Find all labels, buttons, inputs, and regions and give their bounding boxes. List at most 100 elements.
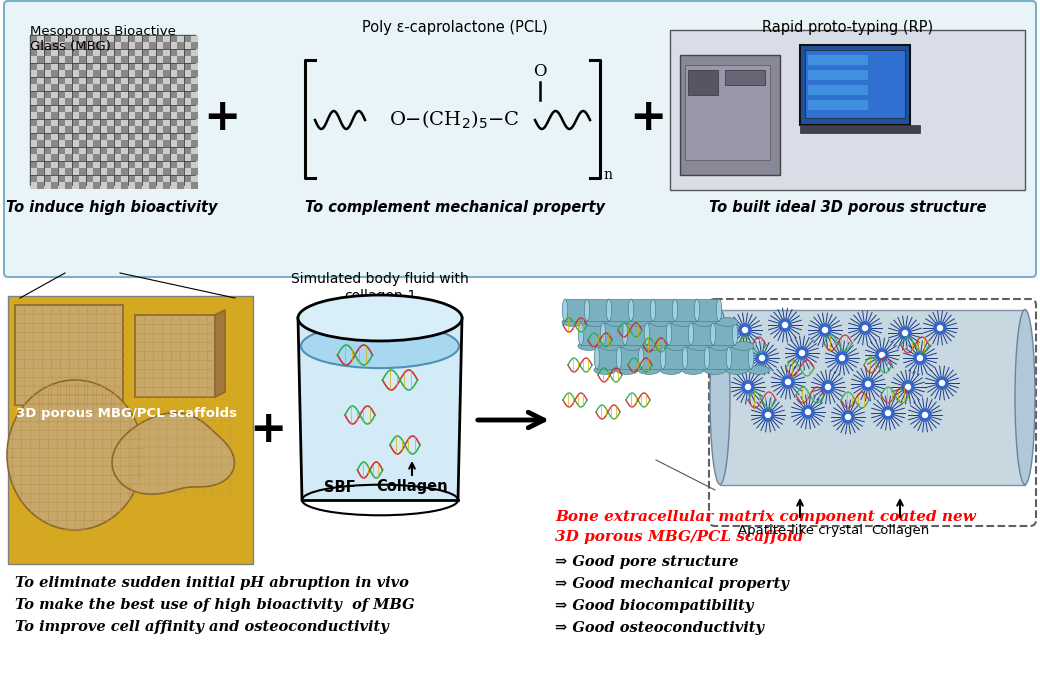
- Bar: [653, 299, 675, 321]
- Bar: [808, 85, 868, 95]
- Text: 3D porous MBG/PCL scaffolds: 3D porous MBG/PCL scaffolds: [16, 407, 237, 420]
- Bar: [184, 119, 191, 126]
- Bar: [86, 140, 93, 147]
- Bar: [64, 147, 72, 154]
- Bar: [30, 84, 37, 91]
- Bar: [128, 35, 135, 42]
- Circle shape: [823, 327, 828, 333]
- Bar: [30, 42, 37, 49]
- Bar: [107, 182, 114, 189]
- Bar: [86, 98, 93, 105]
- Bar: [128, 49, 135, 56]
- Bar: [30, 105, 37, 112]
- Bar: [128, 161, 135, 168]
- Bar: [64, 168, 72, 175]
- Bar: [51, 49, 58, 56]
- Bar: [72, 105, 79, 112]
- Bar: [100, 140, 107, 147]
- Bar: [156, 49, 163, 56]
- Bar: [163, 175, 170, 182]
- Bar: [51, 56, 58, 63]
- Bar: [51, 147, 58, 154]
- Bar: [100, 168, 107, 175]
- Bar: [79, 182, 86, 189]
- Circle shape: [765, 412, 771, 418]
- Text: ⇒ Good osteoconductivity: ⇒ Good osteoconductivity: [555, 621, 764, 635]
- Bar: [58, 161, 64, 168]
- Bar: [625, 323, 647, 345]
- Circle shape: [906, 385, 910, 389]
- Bar: [72, 147, 79, 154]
- Text: ⇒ Good mechanical property: ⇒ Good mechanical property: [555, 577, 789, 591]
- Circle shape: [836, 352, 848, 364]
- Bar: [725, 70, 765, 85]
- Ellipse shape: [732, 323, 737, 345]
- Bar: [58, 175, 64, 182]
- Bar: [107, 133, 114, 140]
- Text: ⇒ Good biocompatibility: ⇒ Good biocompatibility: [555, 599, 753, 613]
- Ellipse shape: [644, 341, 666, 350]
- Bar: [107, 161, 114, 168]
- Circle shape: [802, 406, 814, 418]
- Bar: [107, 91, 114, 98]
- Bar: [184, 91, 191, 98]
- Text: O: O: [534, 64, 547, 80]
- Ellipse shape: [616, 366, 638, 375]
- Bar: [72, 42, 79, 49]
- Bar: [64, 119, 72, 126]
- Bar: [135, 42, 142, 49]
- Circle shape: [917, 356, 922, 360]
- Bar: [72, 70, 79, 77]
- Text: Poly ε-caprolactone (PCL): Poly ε-caprolactone (PCL): [362, 20, 548, 35]
- Bar: [114, 63, 121, 70]
- Bar: [44, 126, 51, 133]
- Bar: [44, 182, 51, 189]
- Circle shape: [759, 356, 764, 360]
- Bar: [177, 154, 184, 161]
- Circle shape: [742, 381, 754, 393]
- Bar: [707, 347, 729, 369]
- Bar: [44, 35, 51, 42]
- Bar: [184, 161, 191, 168]
- Bar: [720, 310, 1025, 485]
- Bar: [142, 147, 149, 154]
- Bar: [581, 323, 603, 345]
- Bar: [121, 42, 128, 49]
- Bar: [107, 70, 114, 77]
- Bar: [669, 323, 691, 345]
- Ellipse shape: [688, 341, 710, 350]
- Bar: [128, 91, 135, 98]
- Ellipse shape: [682, 347, 687, 369]
- Bar: [128, 147, 135, 154]
- Bar: [100, 77, 107, 84]
- Bar: [170, 84, 177, 91]
- Text: To make the best use of high bioactivity  of MBG: To make the best use of high bioactivity…: [15, 598, 415, 612]
- Bar: [37, 175, 44, 182]
- Bar: [58, 42, 64, 49]
- Ellipse shape: [732, 341, 754, 350]
- Bar: [72, 98, 79, 105]
- Bar: [114, 84, 121, 91]
- Bar: [191, 35, 198, 42]
- Bar: [135, 175, 142, 182]
- Bar: [149, 175, 156, 182]
- Ellipse shape: [1015, 310, 1035, 485]
- Bar: [72, 154, 79, 161]
- Bar: [191, 91, 198, 98]
- Circle shape: [826, 385, 831, 389]
- Bar: [149, 56, 156, 63]
- Bar: [44, 91, 51, 98]
- Bar: [128, 126, 135, 133]
- Bar: [86, 168, 93, 175]
- Text: To induce high bioactivity: To induce high bioactivity: [6, 200, 217, 215]
- Bar: [107, 154, 114, 161]
- Bar: [114, 154, 121, 161]
- Bar: [121, 175, 128, 182]
- Bar: [37, 119, 44, 126]
- Bar: [142, 154, 149, 161]
- Bar: [93, 126, 100, 133]
- Bar: [149, 126, 156, 133]
- Bar: [58, 105, 64, 112]
- Bar: [177, 63, 184, 70]
- Bar: [37, 98, 44, 105]
